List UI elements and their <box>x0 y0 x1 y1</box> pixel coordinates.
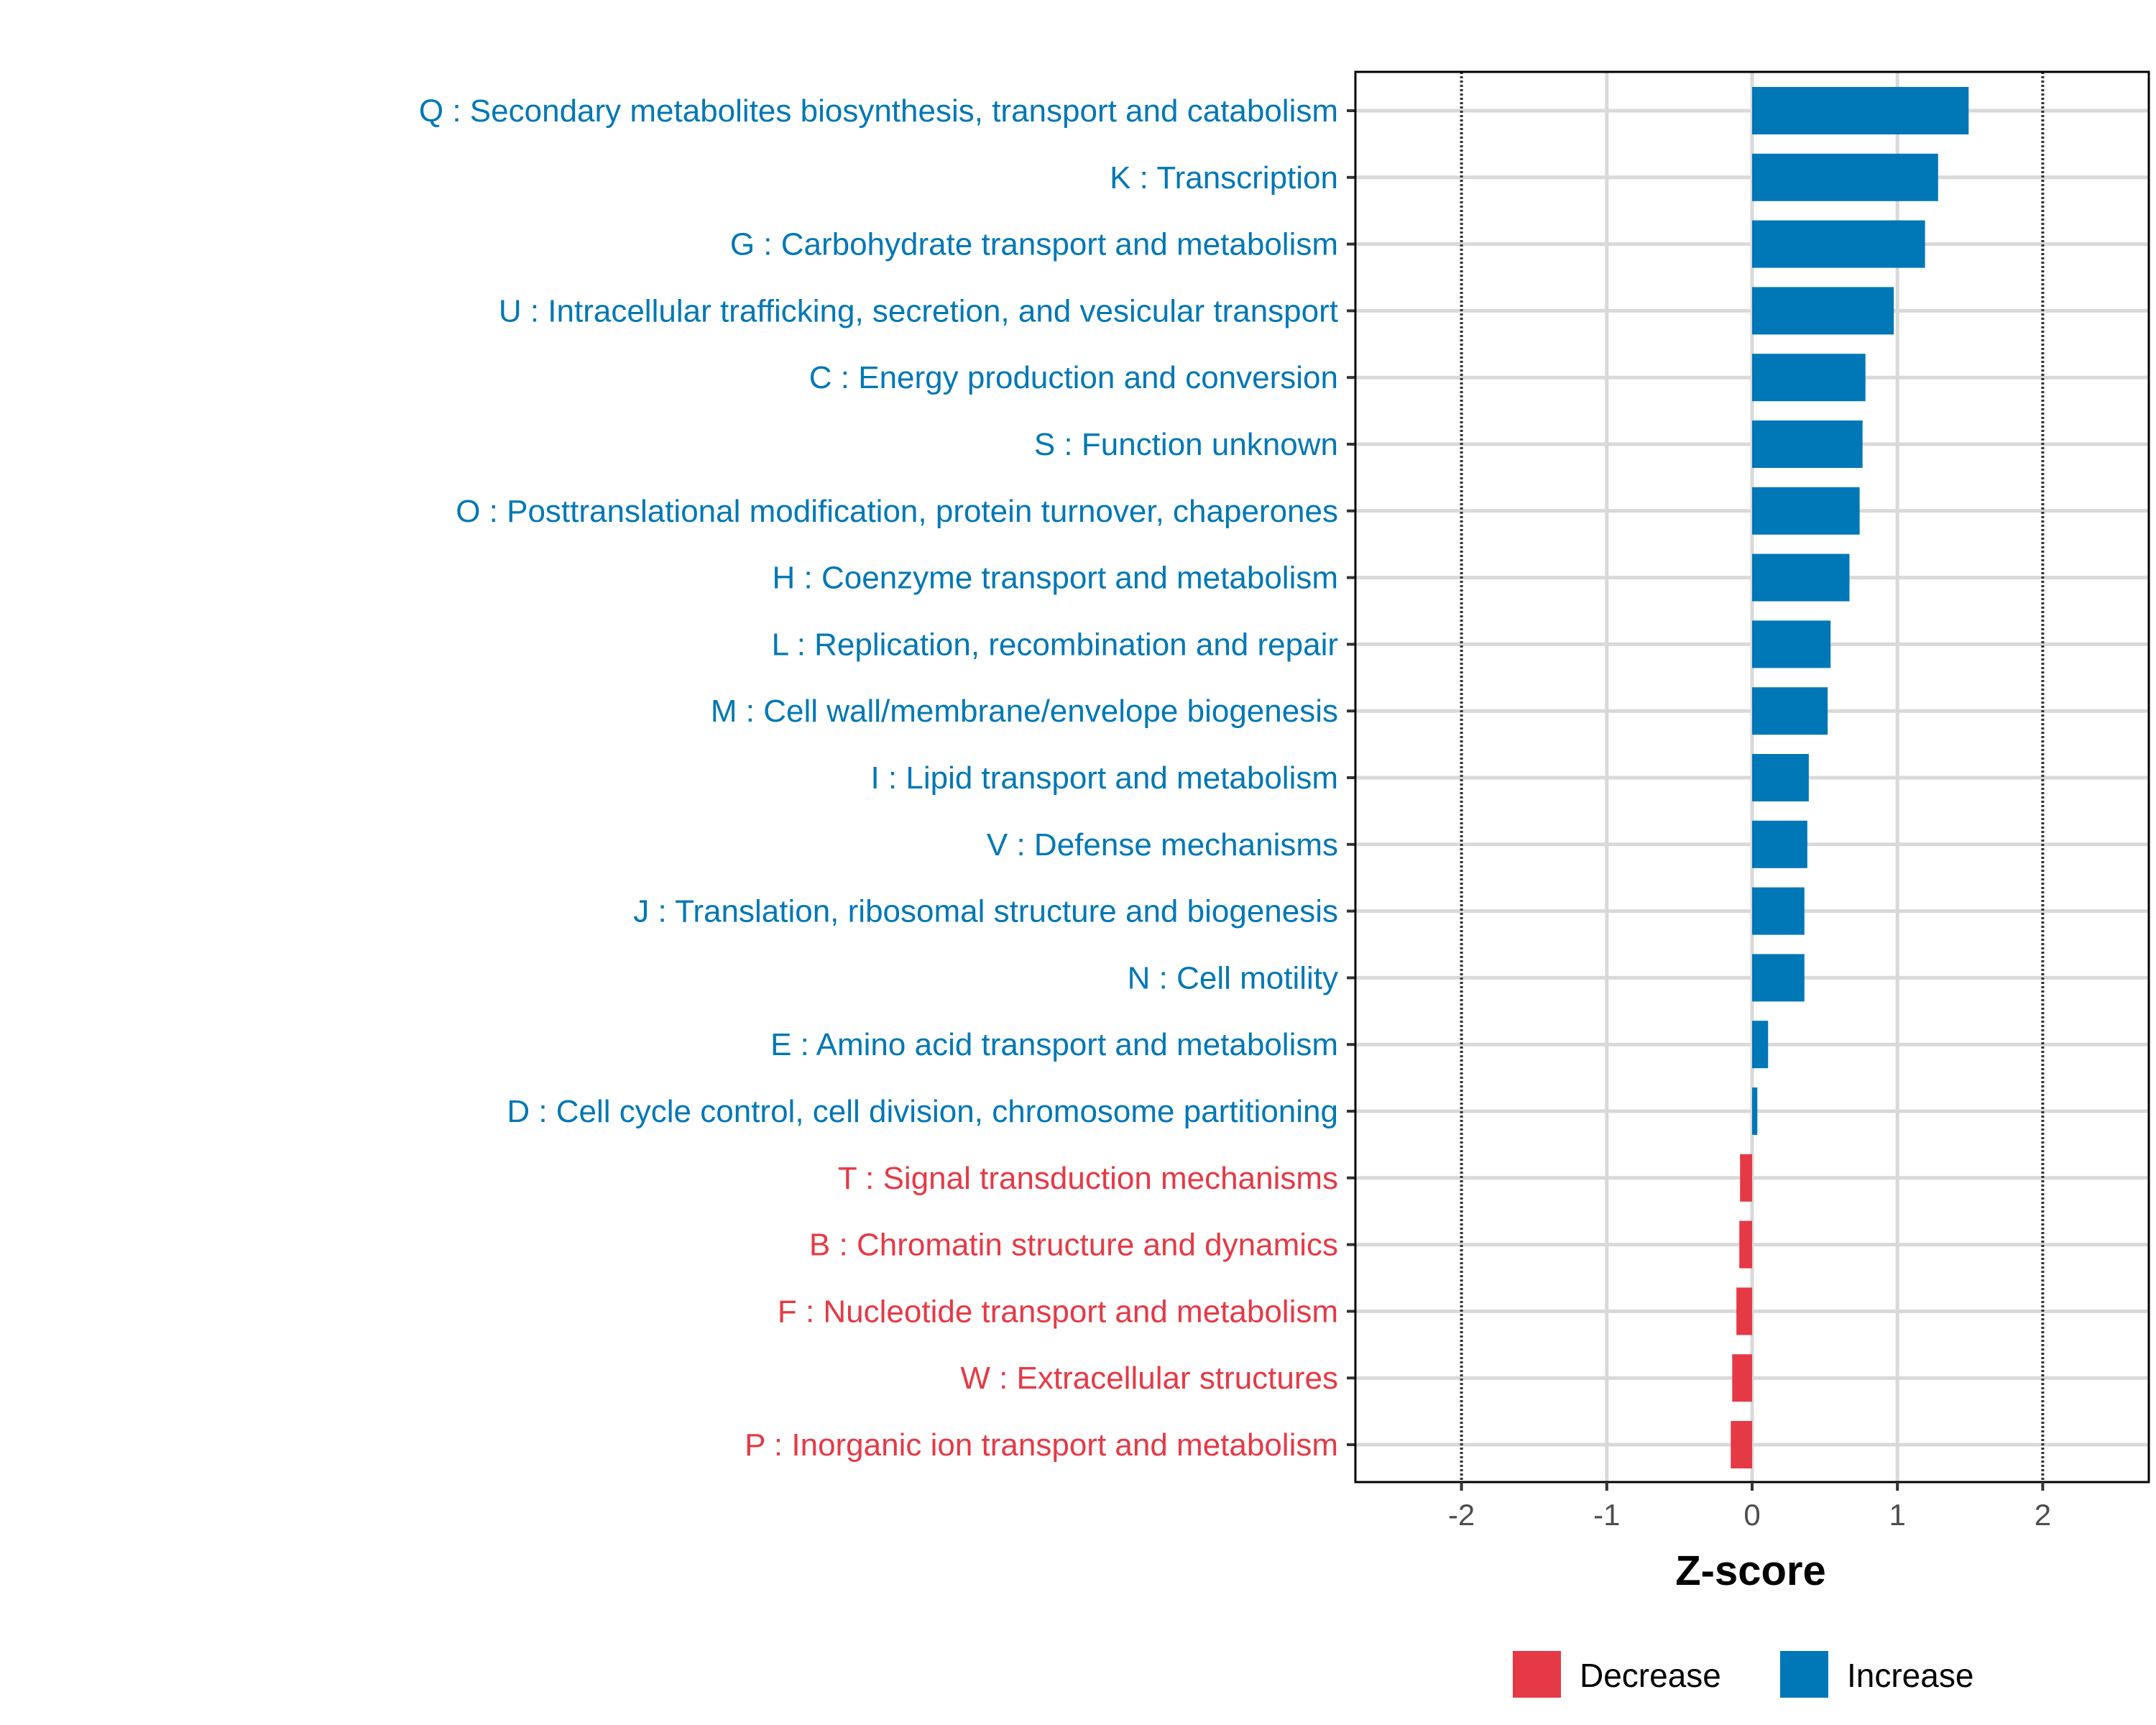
bar <box>1740 1154 1752 1202</box>
category-label: L : Replication, recombination and repai… <box>772 627 1338 662</box>
category-label: C : Energy production and conversion <box>809 360 1338 395</box>
x-tick-label: -2 <box>1448 1498 1475 1532</box>
bar <box>1752 687 1828 735</box>
bar <box>1752 620 1831 668</box>
legend-swatch-decrease <box>1513 1651 1561 1698</box>
category-label: F : Nucleotide transport and metabolism <box>778 1294 1338 1329</box>
category-label: O : Posttranslational modification, prot… <box>456 494 1338 529</box>
legend-label-decrease: Decrease <box>1580 1657 1721 1694</box>
bar <box>1752 87 1969 134</box>
bar <box>1752 754 1809 801</box>
bar <box>1752 487 1860 535</box>
category-label: K : Transcription <box>1110 160 1338 196</box>
bar <box>1752 220 1925 268</box>
bar <box>1752 553 1850 602</box>
bar <box>1752 420 1863 468</box>
category-label: H : Coenzyme transport and metabolism <box>773 561 1338 596</box>
category-label: V : Defense mechanisms <box>987 827 1338 862</box>
x-axis: -2 -1 0 1 2 <box>1354 70 2150 1532</box>
x-tick-label: -1 <box>1593 1498 1620 1532</box>
x-axis-title: Z-score <box>1675 1547 1826 1594</box>
category-label: U : Intracellular trafficking, secretion… <box>499 293 1338 328</box>
category-label: S : Function unknown <box>1034 427 1338 462</box>
category-labels: Q : Secondary metabolites biosynthesis, … <box>419 93 1355 1463</box>
category-label: T : Signal transduction mechanisms <box>838 1161 1338 1196</box>
category-label: P : Inorganic ion transport and metaboli… <box>745 1427 1338 1463</box>
bar <box>1736 1287 1752 1335</box>
category-label: W : Extracellular structures <box>960 1361 1338 1396</box>
category-label: M : Cell wall/membrane/envelope biogenes… <box>711 694 1338 729</box>
bar <box>1752 1087 1758 1135</box>
bar <box>1739 1220 1752 1269</box>
bar <box>1752 153 1938 201</box>
x-tick-label: 1 <box>1889 1498 1906 1532</box>
x-tick-label: 0 <box>1743 1498 1760 1532</box>
bar <box>1752 954 1805 1002</box>
bars-layer <box>1731 87 1969 1468</box>
bar <box>1752 887 1805 935</box>
category-label: B : Chromatin structure and dynamics <box>809 1228 1338 1263</box>
category-label: D : Cell cycle control, cell division, c… <box>507 1094 1338 1129</box>
category-label: G : Carbohydrate transport and metabolis… <box>730 227 1338 262</box>
bar <box>1752 354 1866 402</box>
x-tick-label: 2 <box>2035 1498 2051 1532</box>
category-label: N : Cell motility <box>1128 960 1338 995</box>
category-label: I : Lipid transport and metabolism <box>870 760 1338 796</box>
bar <box>1732 1354 1752 1402</box>
bar <box>1731 1421 1752 1468</box>
bar <box>1752 287 1894 335</box>
legend-swatch-increase <box>1780 1651 1828 1698</box>
bar <box>1752 1021 1769 1069</box>
legend: Decrease Increase <box>1513 1651 1973 1698</box>
category-label: J : Translation, ribosomal structure and… <box>633 894 1338 929</box>
legend-label-increase: Increase <box>1847 1657 1973 1694</box>
category-label: E : Amino acid transport and metabolism <box>770 1027 1338 1062</box>
category-label: Q : Secondary metabolites biosynthesis, … <box>419 93 1338 129</box>
bar <box>1752 820 1807 868</box>
